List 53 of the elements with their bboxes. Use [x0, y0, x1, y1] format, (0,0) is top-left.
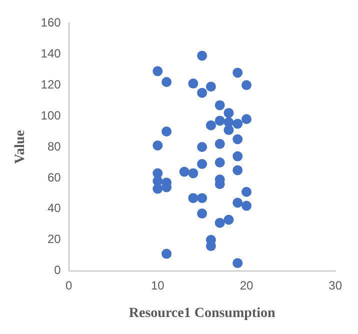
point — [206, 241, 216, 252]
point — [152, 66, 163, 76]
point — [224, 108, 234, 118]
point — [232, 118, 243, 129]
y-tick-label: 0 — [54, 263, 62, 278]
point — [224, 214, 234, 225]
y-tick-label: 60 — [47, 170, 62, 184]
y-axis-title: Value — [13, 130, 28, 164]
x-tick-label: 30 — [328, 278, 342, 292]
y-tick-label: 40 — [47, 201, 62, 216]
point — [232, 258, 243, 268]
y-tick-label: 100 — [40, 108, 62, 122]
point — [224, 124, 234, 135]
y-tick-label: 140 — [40, 46, 62, 60]
point — [197, 208, 208, 219]
y-tick-label: 80 — [47, 139, 62, 154]
point — [188, 78, 198, 89]
point — [188, 168, 198, 178]
point — [152, 184, 163, 194]
point — [214, 116, 225, 126]
x-tick-label: 10 — [150, 278, 165, 292]
point — [232, 134, 243, 144]
point — [197, 193, 208, 204]
point — [206, 120, 216, 130]
y-tick-label: 160 — [40, 16, 62, 30]
point — [232, 151, 243, 162]
point — [197, 88, 208, 98]
point — [241, 186, 252, 197]
point — [152, 140, 163, 150]
x-tick-label: 20 — [240, 278, 254, 292]
point — [197, 142, 208, 152]
point — [162, 126, 172, 137]
point — [206, 82, 216, 92]
x-axis-title: Resource1 Consumption — [128, 306, 276, 322]
point — [241, 114, 252, 124]
point — [179, 166, 190, 177]
point — [188, 193, 198, 204]
point — [241, 80, 252, 90]
point — [197, 159, 208, 170]
point — [214, 138, 225, 149]
point — [232, 165, 243, 176]
point — [214, 100, 225, 110]
point — [232, 198, 243, 208]
point — [162, 248, 172, 259]
point — [162, 77, 172, 88]
x-tick-label: 0 — [65, 278, 72, 292]
y-tick-label: 120 — [40, 77, 62, 92]
point — [232, 68, 243, 78]
y-tick-label: 20 — [47, 232, 62, 246]
point — [214, 157, 225, 168]
point — [214, 218, 225, 228]
point — [197, 50, 208, 61]
point — [241, 200, 252, 211]
